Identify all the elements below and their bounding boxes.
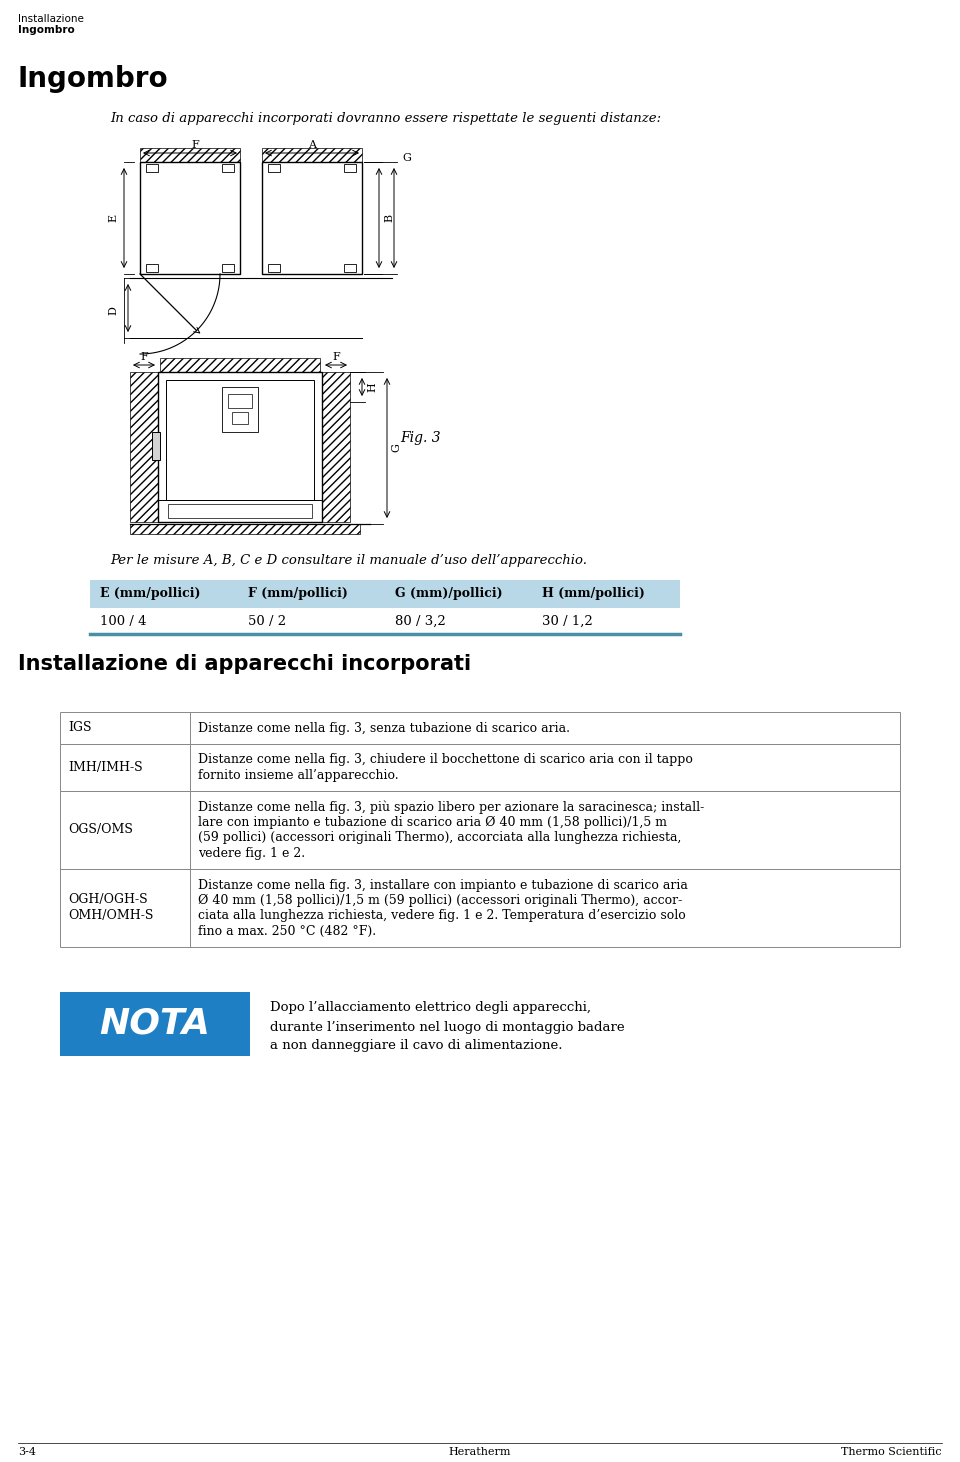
Text: In caso di apparecchi incorporati dovranno essere rispettate le seguenti distanz: In caso di apparecchi incorporati dovran…: [110, 113, 661, 124]
Bar: [140, 162, 240, 273]
Bar: [160, 358, 320, 371]
Bar: [222, 265, 234, 272]
Text: Installazione: Installazione: [18, 15, 84, 23]
Text: H: H: [367, 382, 377, 392]
Text: A: A: [308, 140, 316, 151]
Text: vedere fig. 1 e 2.: vedere fig. 1 e 2.: [198, 846, 305, 860]
Bar: [60, 712, 900, 744]
Text: Ingombro: Ingombro: [18, 64, 169, 94]
Text: durante l’inserimento nel luogo di montaggio badare: durante l’inserimento nel luogo di monta…: [270, 1020, 625, 1034]
Bar: [60, 744, 900, 791]
Text: Distanze come nella fig. 3, senza tubazione di scarico aria.: Distanze come nella fig. 3, senza tubazi…: [198, 722, 570, 735]
Text: G (mm)/pollici): G (mm)/pollici): [395, 588, 503, 601]
Text: (59 pollici) (accessori originali Thermo), accorciata alla lunghezza richiesta,: (59 pollici) (accessori originali Thermo…: [198, 832, 682, 845]
Text: Installazione di apparecchi incorporati: Installazione di apparecchi incorporati: [18, 654, 471, 674]
Bar: [60, 791, 900, 868]
Text: a non danneggiare il cavo di alimentazione.: a non danneggiare il cavo di alimentazio…: [270, 1039, 563, 1053]
Bar: [146, 164, 158, 173]
Text: Fig. 3: Fig. 3: [400, 431, 441, 444]
Text: 3-4: 3-4: [18, 1447, 36, 1458]
Text: Thermo Scientific: Thermo Scientific: [841, 1447, 942, 1458]
Bar: [268, 164, 280, 173]
Bar: [322, 371, 350, 522]
Bar: [90, 580, 680, 608]
Bar: [232, 412, 248, 424]
Bar: [146, 265, 158, 272]
Bar: [60, 868, 900, 946]
Bar: [158, 371, 322, 522]
Text: E (mm/pollici): E (mm/pollici): [100, 588, 201, 601]
Text: G: G: [391, 443, 401, 452]
Bar: [344, 164, 356, 173]
Text: fino a max. 250 °C (482 °F).: fino a max. 250 °C (482 °F).: [198, 925, 376, 939]
Text: F (mm/pollici): F (mm/pollici): [248, 588, 348, 601]
Text: 30 / 1,2: 30 / 1,2: [542, 614, 593, 627]
Text: 50 / 2: 50 / 2: [248, 614, 286, 627]
Text: Dopo l’allacciamento elettrico degli apparecchi,: Dopo l’allacciamento elettrico degli app…: [270, 1001, 591, 1015]
Text: E: E: [108, 213, 118, 222]
Text: fornito insieme all’apparecchio.: fornito insieme all’apparecchio.: [198, 769, 398, 782]
Text: Distanze come nella fig. 3, installare con impianto e tubazione di scarico aria: Distanze come nella fig. 3, installare c…: [198, 879, 688, 892]
Text: Heratherm: Heratherm: [448, 1447, 512, 1458]
Bar: [130, 523, 360, 534]
Text: OGS/OMS: OGS/OMS: [68, 823, 132, 836]
Text: OGH/OGH-S: OGH/OGH-S: [68, 893, 148, 906]
Text: H (mm/pollici): H (mm/pollici): [542, 588, 645, 601]
Text: 80 / 3,2: 80 / 3,2: [395, 614, 445, 627]
Bar: [268, 265, 280, 272]
Bar: [228, 393, 252, 408]
Bar: [262, 162, 362, 273]
Text: Distanze come nella fig. 3, più spazio libero per azionare la saracinesca; insta: Distanze come nella fig. 3, più spazio l…: [198, 801, 705, 814]
Text: D: D: [108, 306, 118, 314]
Bar: [140, 148, 240, 162]
Bar: [152, 431, 160, 461]
Text: Ø 40 mm (1,58 pollici)/1,5 m (59 pollici) (accessori originali Thermo), accor-: Ø 40 mm (1,58 pollici)/1,5 m (59 pollici…: [198, 893, 683, 908]
Text: G: G: [402, 154, 411, 162]
Bar: [262, 148, 362, 162]
Text: B: B: [384, 213, 394, 222]
Text: ciata alla lunghezza richiesta, vedere fig. 1 e 2. Temperatura d’esercizio solo: ciata alla lunghezza richiesta, vedere f…: [198, 909, 685, 923]
Text: Per le misure A, B, C e D consultare il manuale d’uso dell’apparecchio.: Per le misure A, B, C e D consultare il …: [110, 554, 587, 567]
Bar: [166, 380, 314, 500]
Text: lare con impianto e tubazione di scarico aria Ø 40 mm (1,58 pollici)/1,5 m: lare con impianto e tubazione di scarico…: [198, 816, 667, 829]
Text: NOTA: NOTA: [100, 1006, 210, 1041]
Bar: [344, 265, 356, 272]
Bar: [168, 504, 312, 518]
Text: F: F: [191, 140, 199, 151]
Bar: [60, 991, 250, 1056]
Bar: [158, 500, 322, 522]
Text: OMH/OMH-S: OMH/OMH-S: [68, 909, 154, 921]
Text: F: F: [332, 352, 340, 363]
Text: 100 / 4: 100 / 4: [100, 614, 147, 627]
Text: IMH/IMH-S: IMH/IMH-S: [68, 760, 143, 773]
Text: F: F: [140, 352, 148, 363]
Bar: [222, 387, 258, 431]
Text: Distanze come nella fig. 3, chiudere il bocchettone di scarico aria con il tappo: Distanze come nella fig. 3, chiudere il …: [198, 753, 693, 766]
Text: IGS: IGS: [68, 721, 91, 734]
Bar: [222, 164, 234, 173]
Text: Ingombro: Ingombro: [18, 25, 75, 35]
Bar: [130, 371, 158, 522]
